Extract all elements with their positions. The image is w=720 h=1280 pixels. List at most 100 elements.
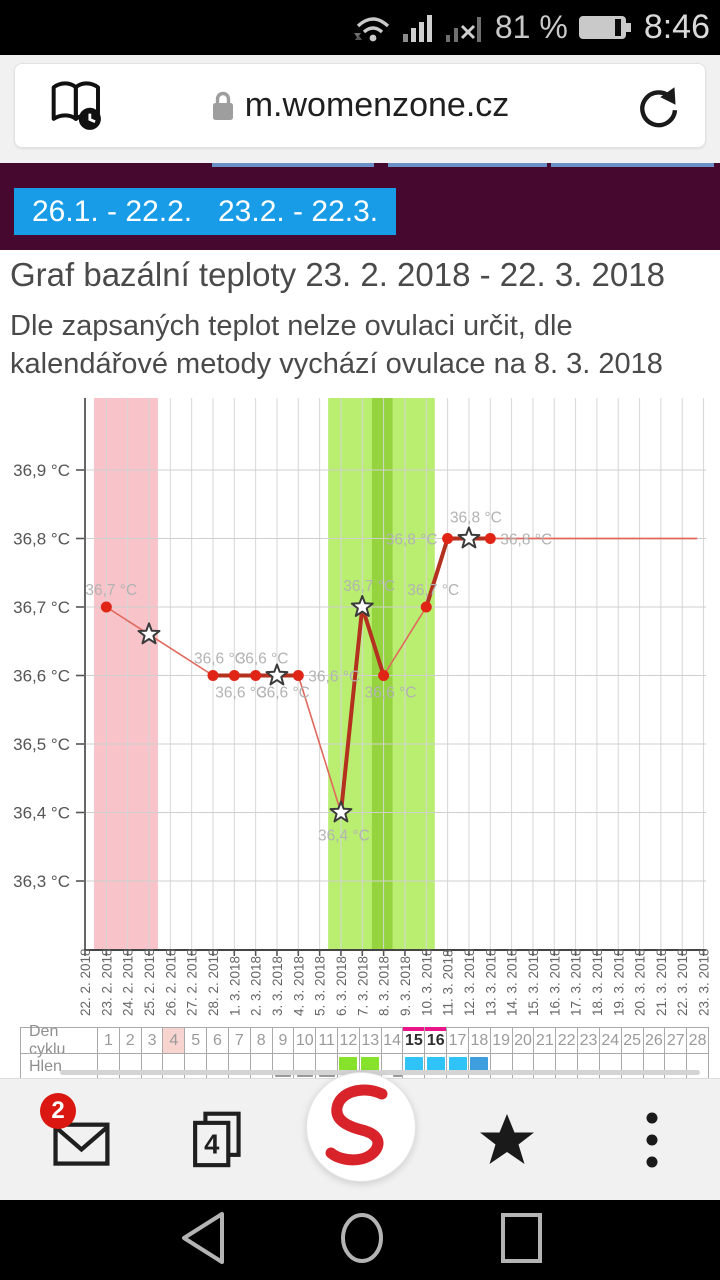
cycle-day-cell[interactable]: 12 xyxy=(337,1028,359,1053)
svg-text:1. 3. 2018: 1. 3. 2018 xyxy=(227,956,242,1016)
svg-text:19. 3. 2018: 19. 3. 2018 xyxy=(611,948,626,1016)
range-button-previous-cycle[interactable]: 26.1. - 22.2. xyxy=(14,188,211,235)
svg-text:20. 3. 2018: 20. 3. 2018 xyxy=(633,948,648,1016)
nav-home-icon[interactable] xyxy=(341,1213,383,1263)
svg-text:18. 3. 2018: 18. 3. 2018 xyxy=(590,948,605,1016)
cycle-day-cell[interactable]: 5 xyxy=(184,1028,206,1053)
signal-sim2-no-service-icon xyxy=(445,16,481,42)
svg-text:15. 3. 2018: 15. 3. 2018 xyxy=(526,948,541,1016)
svg-text:21. 3. 2018: 21. 3. 2018 xyxy=(654,948,669,1016)
mucus-cell[interactable] xyxy=(598,1053,621,1079)
signal-sim1-icon xyxy=(402,14,432,42)
cycle-day-cell[interactable]: 10 xyxy=(293,1028,315,1053)
scrolled-content-edge xyxy=(551,163,714,167)
svg-text:26. 2. 2018: 26. 2. 2018 xyxy=(163,948,178,1016)
cycle-day-cell[interactable]: 2 xyxy=(118,1028,141,1053)
seznam-home-button[interactable] xyxy=(306,1072,416,1182)
browser-address-bar: m.womenzone.cz xyxy=(0,55,720,163)
svg-text:22. 3. 2018: 22. 3. 2018 xyxy=(675,948,690,1016)
mucus-blue-marker xyxy=(470,1057,489,1073)
tabs-icon[interactable]: 4 xyxy=(186,1108,250,1172)
cycle-day-cell[interactable]: 25 xyxy=(620,1028,643,1053)
cycle-day-cell[interactable]: 19 xyxy=(489,1028,512,1053)
mucus-cell[interactable] xyxy=(446,1053,468,1079)
mucus-cell[interactable] xyxy=(271,1053,294,1079)
cycle-day-cell[interactable]: 26 xyxy=(642,1028,665,1053)
bbt-chart: 36,3 °C 36,4 °C 36,5 °C 36,6 °C 36,7 °C 36,8 … xyxy=(13,398,712,1016)
cycle-day-cell[interactable]: 8 xyxy=(249,1028,272,1053)
cycle-day-cell[interactable]: 21 xyxy=(533,1028,555,1053)
svg-text:25. 2. 2018: 25. 2. 2018 xyxy=(142,948,157,1016)
svg-text:36,6 °C: 36,6 °C xyxy=(194,651,246,668)
mucus-cell[interactable] xyxy=(664,1053,687,1079)
svg-text:23. 3. 2018: 23. 3. 2018 xyxy=(697,948,712,1016)
cycle-day-cell[interactable]: 18 xyxy=(467,1028,490,1053)
cycle-day-cell[interactable]: 1 xyxy=(97,1028,119,1053)
page-title: Graf bazální teploty 23. 2. 2018 - 22. 3… xyxy=(10,256,665,293)
svg-text:36,6 °C: 36,6 °C xyxy=(308,669,360,686)
mucus-cell[interactable] xyxy=(97,1053,119,1079)
svg-text:36,8 °C: 36,8 °C xyxy=(450,510,502,527)
svg-text:27. 2. 2018: 27. 2. 2018 xyxy=(185,948,200,1016)
mucus-cell[interactable] xyxy=(620,1053,643,1079)
mucus-cell[interactable] xyxy=(402,1053,425,1079)
cycle-day-cell[interactable]: 20 xyxy=(511,1028,534,1053)
bookmark-star-icon[interactable] xyxy=(478,1112,536,1168)
reload-icon[interactable] xyxy=(633,84,681,132)
mail-icon[interactable] xyxy=(52,1110,118,1170)
mucus-cell[interactable] xyxy=(249,1053,272,1079)
mail-badge: 2 xyxy=(40,1093,76,1129)
cycle-day-cell[interactable]: 27 xyxy=(664,1028,686,1053)
nav-recents-icon[interactable] xyxy=(501,1213,542,1263)
mucus-cell[interactable] xyxy=(184,1053,207,1079)
mucus-cell[interactable] xyxy=(642,1053,665,1079)
mucus-cell[interactable] xyxy=(467,1053,490,1079)
mucus-cell[interactable] xyxy=(424,1053,447,1079)
svg-text:16. 3. 2018: 16. 3. 2018 xyxy=(547,948,562,1016)
mucus-cell[interactable] xyxy=(162,1053,185,1079)
cycle-day-cell[interactable]: 6 xyxy=(206,1028,228,1053)
cycle-day-cell[interactable]: 28 xyxy=(686,1028,708,1053)
reading-list-icon[interactable] xyxy=(49,80,105,132)
mucus-cell[interactable] xyxy=(489,1053,512,1079)
mucus-cell[interactable] xyxy=(511,1053,534,1079)
mucus-cell[interactable] xyxy=(577,1053,599,1079)
cycle-day-cell[interactable]: 22 xyxy=(555,1028,577,1053)
lock-icon xyxy=(212,91,233,120)
cycle-day-cell[interactable]: 23 xyxy=(577,1028,599,1053)
mucus-cell[interactable] xyxy=(227,1053,250,1079)
mucus-cell[interactable] xyxy=(686,1053,708,1079)
mucus-cell[interactable] xyxy=(206,1053,228,1079)
cycle-day-cell[interactable]: 3 xyxy=(140,1028,163,1053)
cycle-day-cell[interactable]: 14 xyxy=(380,1028,403,1053)
cycle-day-cell[interactable]: 7 xyxy=(227,1028,250,1053)
mucus-cell[interactable] xyxy=(555,1053,578,1079)
svg-text:17. 3. 2018: 17. 3. 2018 xyxy=(569,948,584,1016)
svg-text:4. 3. 2018: 4. 3. 2018 xyxy=(291,956,306,1016)
cycle-day-cell[interactable]: 17 xyxy=(446,1028,468,1053)
mucus-cell[interactable] xyxy=(118,1053,141,1079)
range-button-current-cycle[interactable]: 23.2. - 22.3. xyxy=(200,188,397,235)
mucus-cell[interactable] xyxy=(358,1053,381,1079)
cycle-day-cell[interactable]: 16 xyxy=(424,1027,446,1053)
cycle-day-cell[interactable]: 15 xyxy=(402,1027,425,1053)
nav-back-icon[interactable] xyxy=(182,1212,224,1264)
mucus-cell[interactable] xyxy=(337,1053,359,1079)
horizontal-scrollbar[interactable] xyxy=(60,1070,700,1075)
cycle-day-cell[interactable]: 13 xyxy=(358,1028,381,1053)
mucus-cell[interactable] xyxy=(140,1053,163,1079)
cycle-day-cell[interactable]: 24 xyxy=(598,1028,621,1053)
mucus-cell[interactable] xyxy=(533,1053,556,1079)
svg-text:10. 3. 2018: 10. 3. 2018 xyxy=(419,948,434,1016)
cycle-day-cell[interactable]: 9 xyxy=(271,1028,294,1053)
url-text: m.womenzone.cz xyxy=(244,86,510,124)
svg-text:11. 3. 2018: 11. 3. 2018 xyxy=(441,949,456,1016)
svg-text:5. 3. 2018: 5. 3. 2018 xyxy=(313,956,328,1016)
cycle-day-cell[interactable]: 11 xyxy=(315,1028,337,1053)
url-bar[interactable]: m.womenzone.cz xyxy=(14,63,706,148)
svg-text:22. 2. 2018: 22. 2. 2018 xyxy=(78,948,93,1016)
cycle-day-cell[interactable]: 4 xyxy=(162,1028,185,1053)
menu-overflow-icon[interactable] xyxy=(645,1110,659,1170)
svg-text:36,6 °C: 36,6 °C xyxy=(237,651,289,668)
